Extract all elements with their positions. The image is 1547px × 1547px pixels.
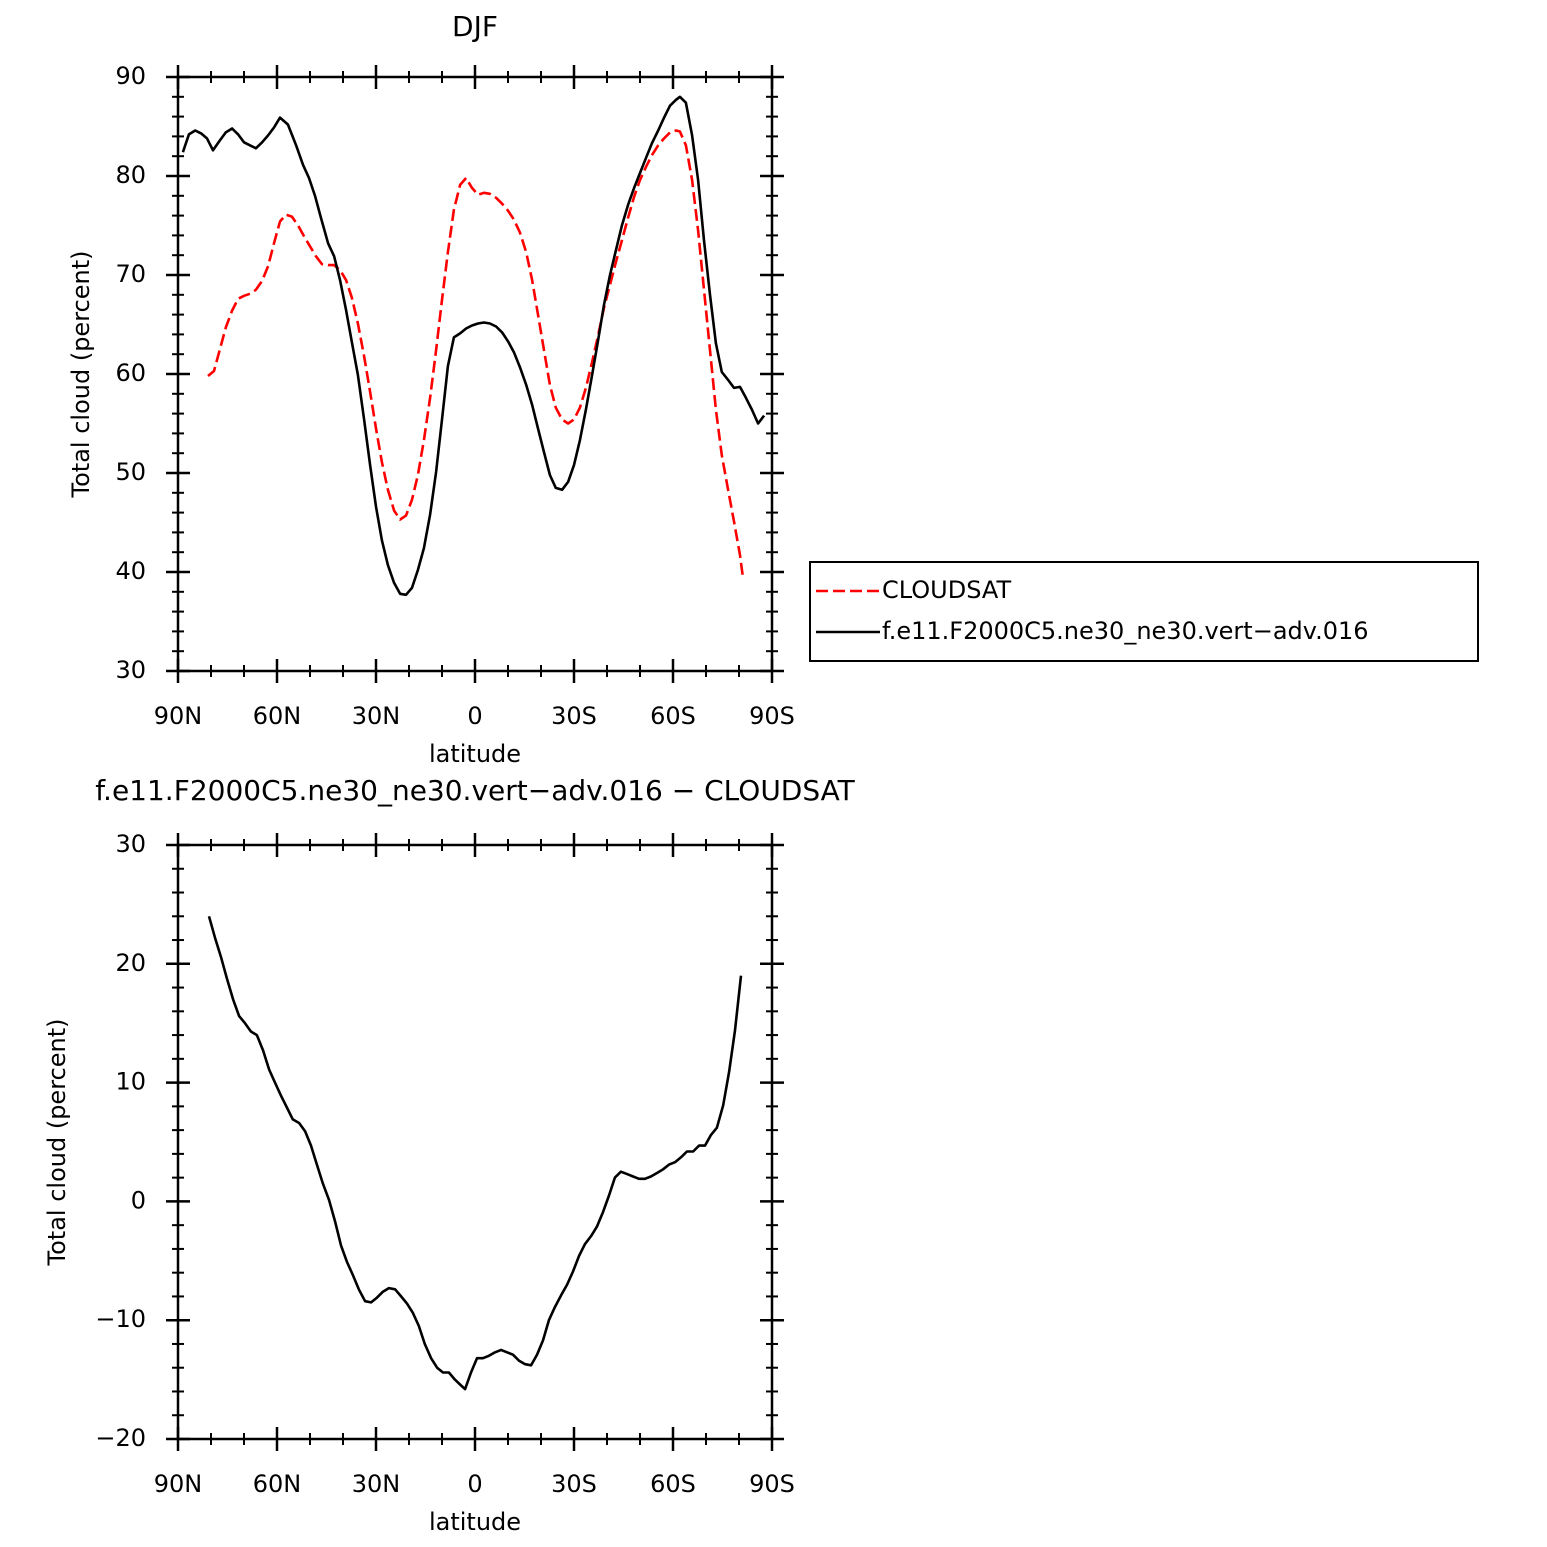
- x-tick-label: 30S: [551, 702, 597, 730]
- x-axis-label: latitude: [429, 1508, 521, 1536]
- y-tick-label: −20: [95, 1424, 146, 1452]
- plot-frame: [176, 75, 774, 673]
- x-tick-label: 0: [467, 702, 482, 730]
- y-tick-label: 10: [115, 1068, 146, 1096]
- x-tick-label: 0: [467, 1470, 482, 1498]
- x-tick-label: 30S: [551, 1470, 597, 1498]
- y-tick-label: 30: [115, 830, 146, 858]
- x-tick-label: 60S: [650, 702, 696, 730]
- y-tick-label: 50: [115, 458, 146, 486]
- x-axis-label: latitude: [429, 740, 521, 768]
- plot-frame: [176, 843, 774, 1441]
- x-tick-label: 90S: [749, 1470, 795, 1498]
- x-tick-label: 60S: [650, 1470, 696, 1498]
- legend-label: CLOUDSAT: [882, 576, 1011, 604]
- legend-box: [809, 561, 1479, 662]
- data-line: [207, 129, 745, 579]
- y-tick-label: 80: [115, 161, 146, 189]
- y-axis-label: Total cloud (percent): [67, 251, 95, 499]
- chart-title: DJF: [452, 10, 498, 43]
- y-tick-label: 20: [115, 949, 146, 977]
- legend-label: f.e11.F2000C5.ne30_ne30.vert−adv.016: [882, 617, 1369, 645]
- chart-title: f.e11.F2000C5.ne30_ne30.vert−adv.016 − C…: [95, 774, 855, 807]
- y-tick-label: −10: [95, 1305, 146, 1333]
- y-tick-label: 60: [115, 359, 146, 387]
- x-tick-label: 30N: [352, 702, 401, 730]
- y-axis-label: Total cloud (percent): [43, 1019, 71, 1267]
- x-tick-label: 30N: [352, 1470, 401, 1498]
- y-tick-label: 70: [115, 260, 146, 288]
- data-line: [207, 915, 743, 1391]
- x-tick-label: 60N: [253, 1470, 302, 1498]
- y-tick-label: 40: [115, 557, 146, 585]
- x-tick-label: 90N: [154, 702, 203, 730]
- y-tick-label: 90: [115, 62, 146, 90]
- y-tick-label: 0: [131, 1186, 146, 1214]
- x-tick-label: 90N: [154, 1470, 203, 1498]
- x-tick-label: 60N: [253, 702, 302, 730]
- x-tick-label: 90S: [749, 702, 795, 730]
- y-tick-label: 30: [115, 656, 146, 684]
- data-line: [181, 95, 766, 597]
